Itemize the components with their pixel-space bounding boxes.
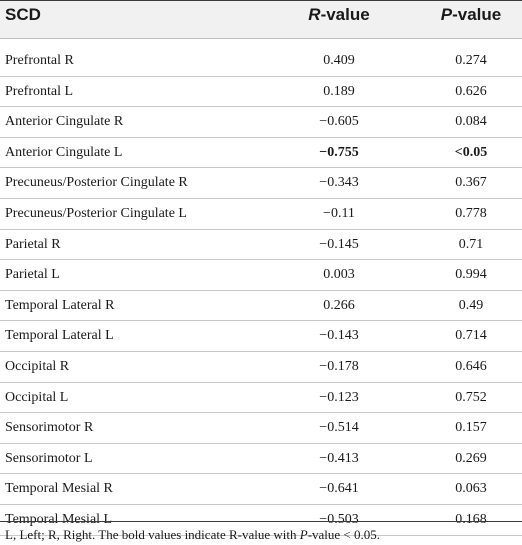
region-cell: Anterior Cingulate L [5,144,123,160]
header-r-value: R-value [299,4,379,26]
region-cell: Parietal R [5,236,61,252]
footnote-text-after: -value < 0.05. [307,527,380,542]
r-value-cell: −0.343 [319,175,359,191]
p-value-cell: 0.157 [455,420,487,436]
table-row: Occipital L −0.123 0.752 [0,383,522,414]
region-cell: Prefrontal L [5,83,74,99]
p-value-cell: 0.49 [458,297,484,313]
r-value-cell: −0.178 [319,358,359,374]
header-p-value: P-value [430,4,512,26]
r-value-cell: −0.641 [319,481,359,497]
r-value-cell: −0.605 [319,114,359,130]
table-row: Prefrontal R 0.409 0.274 [0,46,522,77]
table-row: Temporal Mesial R −0.641 0.063 [0,474,522,505]
r-value-cell: −0.11 [323,205,355,221]
region-cell: Temporal Mesial L [5,511,113,527]
region-cell: Sensorimotor R [5,420,94,436]
table-row: Anterior Cingulate R −0.605 0.084 [0,107,522,138]
r-value-cell: −0.145 [319,236,359,252]
table-row: Sensorimotor R −0.514 0.157 [0,413,522,444]
table-row: Precuneus/Posterior Cingulate R −0.343 0.3… [0,168,522,199]
r-value-cell: −0.123 [319,389,359,405]
table-row: Parietal R −0.145 0.71 [0,230,522,261]
region-cell: Sensorimotor L [5,450,93,466]
p-value-cell: 0.367 [455,175,487,191]
region-cell: Prefrontal R [5,53,74,68]
table-row: Anterior Cingulate L −0.755 <0.05 [0,138,522,169]
header-p-suffix: -value [452,5,502,24]
p-value-cell: 0.778 [455,205,487,221]
region-cell: Parietal L [5,267,60,283]
table-row: Precuneus/Posterior Cingulate L −0.11 0.77… [0,199,522,230]
p-value-cell: 0.274 [455,53,487,68]
table-row: Temporal Lateral L −0.143 0.714 [0,321,522,352]
bottom-rule [0,521,522,522]
footnote-text-before: L, Left; R, Right. The bold values indic… [5,527,300,542]
r-value-cell: −0.143 [319,328,359,344]
r-value-cell: 0.189 [323,83,355,99]
table-row: Temporal Mesial L −0.503 0.168 [0,505,522,536]
header-r-suffix: -value [320,5,370,24]
p-value-cell: 0.084 [455,114,487,130]
r-value-cell: −0.503 [319,511,359,527]
header-r-italic: R [308,5,321,24]
p-value-cell: <0.05 [454,144,488,160]
table-footnote: L, Left; R, Right. The bold values indic… [5,526,380,544]
region-cell: Precuneus/Posterior Cingulate L [5,205,187,221]
region-cell: Precuneus/Posterior Cingulate R [5,175,188,191]
r-value-cell: −0.514 [319,420,359,436]
header-p-italic: P [440,5,453,24]
region-cell: Temporal Lateral L [5,328,114,344]
region-cell: Temporal Lateral R [5,297,115,313]
region-cell: Anterior Cingulate R [5,114,124,130]
p-value-cell: 0.994 [455,267,487,283]
region-cell: Occipital L [5,389,69,405]
r-value-cell: −0.413 [319,450,359,466]
p-value-cell: 0.626 [455,83,487,99]
header-scd: SCD [5,5,41,24]
table-body: Prefrontal R 0.409 0.274 Prefrontal L 0.189 0… [0,46,522,536]
r-value-cell: 0.003 [323,267,355,283]
r-value-cell: −0.755 [319,144,359,160]
region-cell: Occipital R [5,358,70,374]
p-value-cell: 0.168 [455,511,487,527]
table-row: Parietal L 0.003 0.994 [0,260,522,291]
r-value-cell: 0.409 [323,53,355,68]
table-row: Occipital R −0.178 0.646 [0,352,522,383]
p-value-cell: 0.71 [458,236,484,252]
r-value-cell: 0.266 [323,297,355,313]
top-rule [0,0,522,1]
region-cell: Temporal Mesial R [5,481,113,497]
p-value-cell: 0.752 [455,389,487,405]
table-row: Temporal Lateral R 0.266 0.49 [0,291,522,322]
p-value-cell: 0.646 [455,358,487,374]
footnote-italic: P [299,527,308,542]
table-row: Prefrontal L 0.189 0.626 [0,77,522,108]
table-row: Sensorimotor L −0.413 0.269 [0,444,522,475]
p-value-cell: 0.714 [455,328,487,344]
p-value-cell: 0.063 [455,481,487,497]
p-value-cell: 0.269 [455,450,487,466]
table-header-row: SCD R-value P-value [0,0,522,39]
